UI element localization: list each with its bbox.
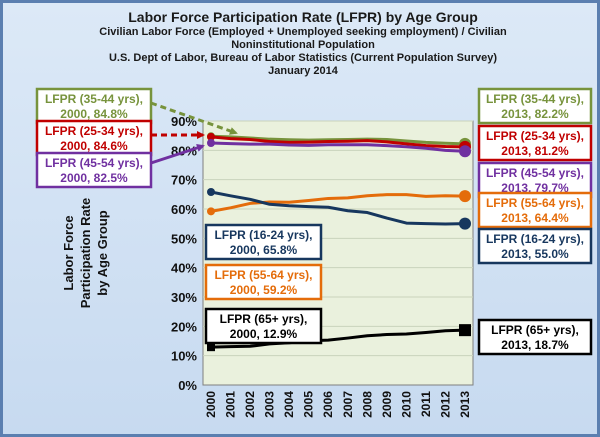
series-line-25-34	[210, 135, 466, 149]
end-annotation-35-44: LFPR (35-44 yrs),2013, 82.2%	[477, 87, 593, 125]
end-annotation-16-24-text: 2013, 55.0%	[501, 247, 569, 261]
start-annotation-65+-text: 2000, 12.9%	[230, 327, 298, 341]
start-marker-25-34	[207, 132, 215, 141]
x-tick-label: 2013	[458, 391, 472, 418]
series-line-65+	[210, 328, 466, 349]
series-line-35-44	[210, 134, 466, 146]
start-annotation-35-44-text: 2000, 84.8%	[60, 107, 128, 121]
x-tick-label: 2000	[204, 391, 218, 418]
start-annotation-35-44-text: LFPR (35-44 yrs),	[45, 92, 143, 106]
chart-subtitle-line-3: U.S. Dept of Labor, Bureau of Labor Stat…	[108, 52, 498, 64]
end-marker-45-54	[459, 145, 471, 158]
end-annotation-65+-text: LFPR (65+ yrs),	[491, 323, 579, 337]
x-tick-label: 2003	[263, 391, 277, 418]
chart-subtitle-line-4: January 2014	[268, 65, 338, 77]
x-tick-label: 2005	[302, 391, 316, 418]
start-annotation-65+-text: LFPR (65+ yrs),	[220, 312, 308, 326]
start-arrow-35-44	[150, 101, 238, 135]
start-marker-65+	[207, 343, 215, 352]
x-tick-label: 2009	[380, 391, 394, 418]
annotations: LFPR (35-44 yrs),2000, 84.8%LFPR (35-44 …	[35, 87, 593, 356]
y-axis-label-line: by Age Group	[95, 210, 110, 296]
end-annotation-25-34-text: 2013, 81.2%	[501, 144, 569, 158]
start-marker-16-24	[207, 187, 215, 196]
x-axis-ticks: 2000 2001 2002 2003 2004 2005 2006 2007 2008 2009…	[204, 391, 472, 418]
y-axis-label-line: Labor Force	[61, 215, 76, 290]
start-annotation-45-54-text: LFPR (45-54 yrs),	[45, 156, 143, 170]
x-tick-label: 2004	[282, 391, 296, 418]
start-annotation-16-24-text: 2000, 65.8%	[230, 243, 298, 257]
y-tick-label: 70%	[171, 173, 197, 188]
y-tick-label: 60%	[171, 202, 197, 217]
start-annotation-25-34: LFPR (25-34 yrs),2000, 84.6%	[35, 119, 153, 157]
y-tick-label: 0%	[178, 378, 197, 393]
end-annotation-65+: LFPR (65+ yrs),2013, 18.7%	[477, 318, 593, 356]
end-annotation-25-34: LFPR (25-34 yrs),2013, 81.2%	[477, 124, 593, 162]
start-annotation-55-64-text: LFPR (55-64 yrs),	[214, 268, 312, 282]
chart-titles: Labor Force Participation Rate (LFPR) by…	[3, 9, 600, 78]
end-annotation-55-64-text: 2013, 64.4%	[501, 211, 569, 225]
y-tick-label: 10%	[171, 349, 197, 364]
y-axis-label-line: Participation Rate	[78, 198, 93, 309]
start-annotation-16-24-text: LFPR (16-24 yrs),	[214, 228, 312, 242]
y-tick-label: 40%	[171, 261, 197, 276]
y-tick-label: 50%	[171, 231, 197, 246]
end-annotation-55-64: LFPR (55-64 yrs),2013, 64.4%	[477, 191, 593, 229]
end-marker-55-64	[459, 190, 471, 203]
end-marker-16-24	[459, 217, 471, 230]
end-annotation-45-54-text: 2013, 79.7%	[501, 181, 569, 195]
end-annotation-16-24: LFPR (16-24 yrs),2013, 55.0%	[477, 227, 593, 265]
end-annotation-65+-text: 2013, 18.7%	[501, 338, 569, 352]
end-annotation-45-54-text: LFPR (45-54 yrs),	[486, 166, 584, 180]
x-tick-label: 2002	[243, 391, 257, 418]
start-annotation-16-24: LFPR (16-24 yrs),2000, 65.8%	[204, 223, 323, 261]
y-axis-label: Labor Force Participation Rate by Age Grou…	[61, 198, 110, 309]
chart-subtitle-line-1: Civilian Labor Force (Employed + Unemplo…	[99, 26, 507, 38]
series-line-55-64	[210, 193, 466, 213]
end-annotation-45-54: LFPR (45-54 yrs),2013, 79.7%	[477, 161, 593, 199]
series-line-16-24	[210, 190, 466, 226]
end-annotation-55-64-text: LFPR (55-64 yrs),	[486, 196, 584, 210]
x-tick-label: 2001	[224, 391, 238, 418]
end-annotation-35-44-text: LFPR (35-44 yrs),	[486, 92, 584, 106]
start-annotation-25-34-text: LFPR (25-34 yrs),	[45, 124, 143, 138]
x-tick-label: 2010	[399, 391, 413, 418]
end-annotation-16-24-text: LFPR (16-24 yrs),	[486, 232, 584, 246]
chart-subtitle-line-2: Noninstitutional Population	[231, 39, 375, 51]
start-marker-55-64	[207, 207, 215, 216]
y-tick-label: 20%	[171, 319, 197, 334]
start-annotation-35-44: LFPR (35-44 yrs),2000, 84.8%	[35, 87, 153, 125]
start-marker-45-54	[207, 139, 215, 147]
start-annotation-65+: LFPR (65+ yrs),2000, 12.9%	[204, 307, 323, 345]
y-axis-ticks: 0%10%20%30%40%50%60%70%80%90%	[171, 114, 197, 393]
end-annotation-35-44-text: 2013, 82.2%	[501, 107, 569, 121]
series-lines	[207, 132, 471, 352]
x-tick-label: 2012	[438, 391, 452, 418]
y-tick-label: 30%	[171, 290, 197, 305]
start-annotation-25-34-text: 2000, 84.6%	[60, 139, 128, 153]
end-marker-65+	[459, 324, 471, 337]
x-tick-label: 2011	[419, 391, 433, 417]
start-annotation-45-54: LFPR (45-54 yrs),2000, 82.5%	[35, 151, 153, 189]
x-tick-label: 2006	[321, 391, 335, 418]
x-tick-label: 2008	[360, 391, 374, 418]
x-tick-label: 2007	[341, 391, 355, 418]
start-annotation-45-54-text: 2000, 82.5%	[60, 171, 128, 185]
series-line-45-54	[210, 141, 466, 153]
start-annotation-55-64: LFPR (55-64 yrs),2000, 59.2%	[204, 263, 323, 301]
chart-title: Labor Force Participation Rate (LFPR) by…	[128, 9, 478, 25]
end-annotation-25-34-text: LFPR (25-34 yrs),	[486, 129, 584, 143]
start-arrow-45-54	[150, 144, 205, 165]
start-annotation-55-64-text: 2000, 59.2%	[230, 283, 298, 297]
lfpr-line-chart: 0%10%20%30%40%50%60%70%80%90% 2000200120…	[35, 87, 593, 418]
